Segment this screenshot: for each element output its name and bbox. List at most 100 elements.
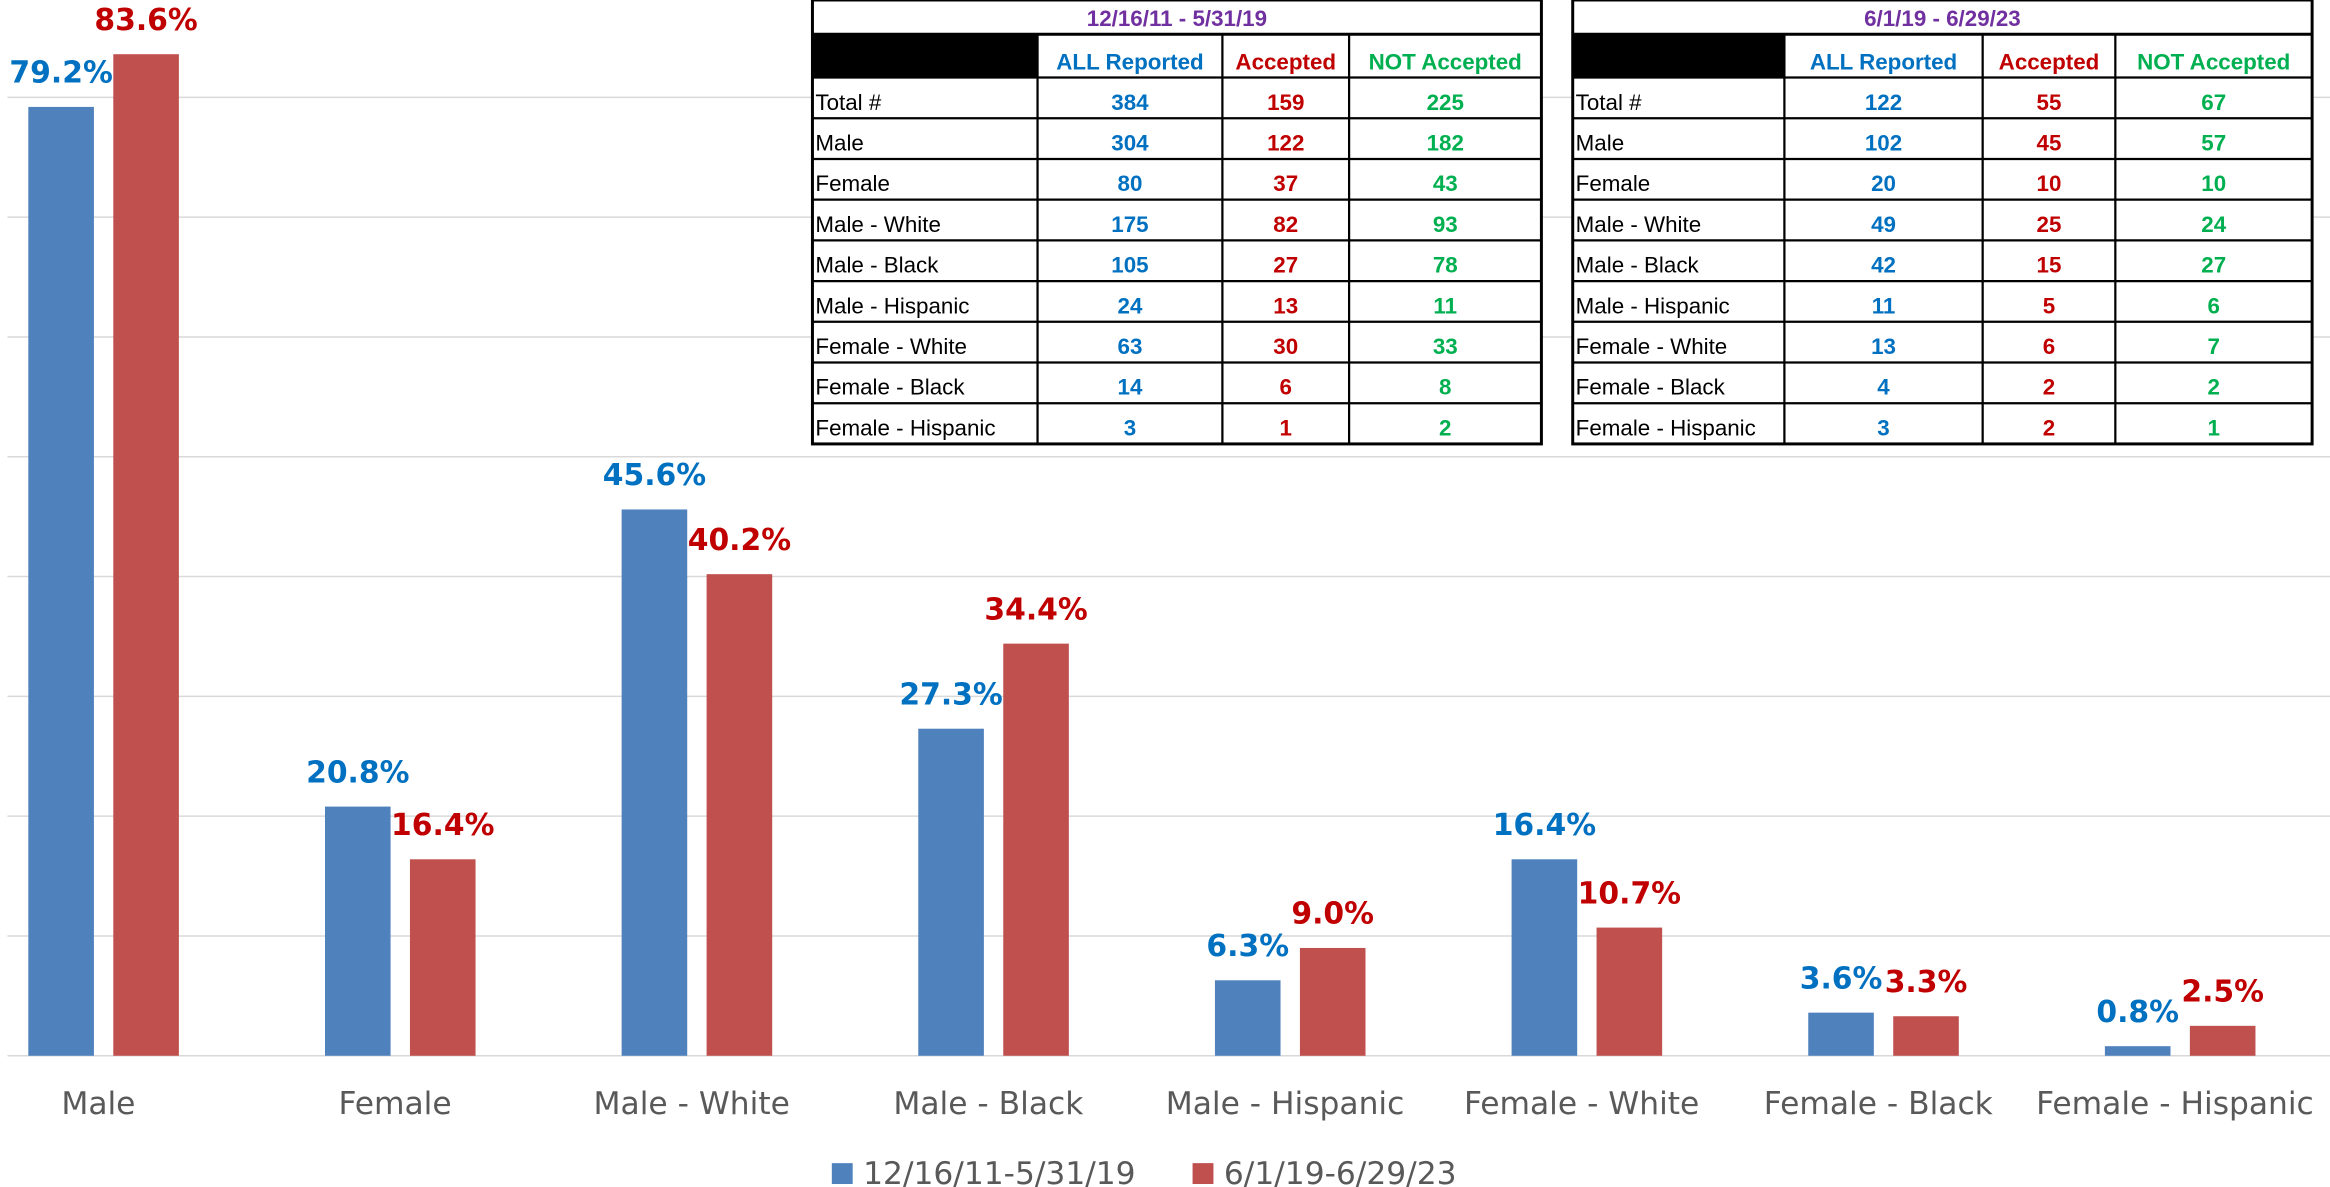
table-cell: 8 <box>1439 375 1451 400</box>
bar <box>28 106 94 1056</box>
table-cell: 43 <box>1433 171 1458 196</box>
bar <box>621 509 688 1056</box>
table-cell: 384 <box>1111 90 1149 115</box>
table-cell: 55 <box>2037 90 2062 115</box>
table-cell: 20 <box>1871 171 1896 196</box>
value-label: 45.6% <box>603 458 706 493</box>
table-cell: 7 <box>2208 334 2220 359</box>
table-cell: 2 <box>2208 375 2220 400</box>
row-label: Male - Black <box>815 253 939 278</box>
row-label: Female - White <box>1576 334 1728 359</box>
value-label: 83.6% <box>94 3 197 38</box>
row-label: Male - White <box>1576 212 1701 237</box>
bar <box>409 859 476 1056</box>
table-cell: 63 <box>1118 334 1143 359</box>
row-label: Female - Black <box>815 375 965 400</box>
table-cell: 25 <box>2037 212 2062 237</box>
table-cell: 13 <box>1871 334 1896 359</box>
table-header: Accepted <box>1999 49 2100 74</box>
table-header: NOT Accepted <box>1369 49 1522 74</box>
table-cell: 11 <box>1433 293 1457 318</box>
row-label: Male <box>1576 130 1624 155</box>
row-label: Female - Hispanic <box>1576 415 1756 440</box>
value-label: 16.4% <box>1493 808 1596 843</box>
table-cell: 10 <box>2201 171 2226 196</box>
table-cell: 11 <box>1872 293 1896 318</box>
table-cell: 78 <box>1433 253 1458 278</box>
table-cell: 2 <box>2043 415 2055 440</box>
table-title: 6/1/19 - 6/29/23 <box>1864 6 2021 31</box>
bar <box>1808 1012 1874 1056</box>
bar <box>2104 1046 2171 1056</box>
table-cell: 225 <box>1427 90 1464 115</box>
value-label: 2.5% <box>2181 975 2264 1010</box>
value-label: 34.4% <box>984 592 1087 627</box>
table-cell: 80 <box>1118 171 1143 196</box>
value-label: 6.3% <box>1206 929 1289 964</box>
table-cell: 30 <box>1273 334 1298 359</box>
x-tick-label: Male - Black <box>893 1086 1084 1122</box>
x-tick-label: Female - White <box>1464 1086 1699 1122</box>
value-label: 27.3% <box>899 677 1002 712</box>
bar <box>2189 1025 2256 1056</box>
table-cell: 1 <box>2208 415 2220 440</box>
table-cell: 122 <box>1865 90 1902 115</box>
table-cell: 6 <box>2043 334 2055 359</box>
bar <box>1214 980 1281 1056</box>
x-tick-label: Female - Hispanic <box>2036 1086 2314 1122</box>
row-label: Male - Black <box>1576 253 1700 278</box>
table-cell: 49 <box>1871 212 1896 237</box>
table-cell: 13 <box>1273 293 1298 318</box>
table-cell: 122 <box>1267 130 1304 155</box>
table-cell: 3 <box>1877 415 1889 440</box>
table-cell: 5 <box>2043 293 2055 318</box>
table-cell: 182 <box>1427 130 1464 155</box>
table-title: 12/16/11 - 5/31/19 <box>1087 6 1267 31</box>
value-label: 0.8% <box>2096 995 2179 1030</box>
table-cell: 27 <box>2201 253 2226 278</box>
value-label: 3.6% <box>1800 961 1883 996</box>
table-cell: 6 <box>2208 293 2220 318</box>
legend-swatch <box>831 1163 853 1185</box>
table-cell: 4 <box>1877 375 1890 400</box>
value-label: 40.2% <box>688 523 791 558</box>
legend-label: 6/1/19-6/29/23 <box>1224 1156 1457 1187</box>
table-cell: 42 <box>1871 253 1896 278</box>
x-tick-label: Female - Black <box>1764 1086 1994 1122</box>
header-black <box>812 34 1038 78</box>
row-label: Male - White <box>815 212 940 237</box>
row-label: Male <box>815 130 863 155</box>
value-label: 20.8% <box>306 755 409 790</box>
row-label: Total # <box>815 90 881 115</box>
row-label: Male - Hispanic <box>815 293 969 318</box>
table-cell: 102 <box>1865 130 1902 155</box>
table-header: ALL Reported <box>1810 49 1957 74</box>
bar <box>918 728 984 1056</box>
value-label: 16.4% <box>391 808 494 843</box>
value-label: 3.3% <box>1885 965 1968 1000</box>
table-cell: 37 <box>1273 171 1298 196</box>
header-black <box>1572 34 1785 78</box>
table-cell: 27 <box>1273 253 1298 278</box>
x-tick-label: Male - White <box>594 1086 790 1122</box>
x-tick-label: Male <box>61 1086 135 1122</box>
table-header: Accepted <box>1235 49 1336 74</box>
row-label: Female <box>815 171 890 196</box>
row-label: Female - White <box>815 334 967 359</box>
table-cell: 33 <box>1433 334 1458 359</box>
bar <box>1299 947 1366 1056</box>
bar <box>1511 859 1578 1056</box>
table-cell: 2 <box>1439 415 1451 440</box>
row-label: Female - Hispanic <box>815 415 995 440</box>
table-header: NOT Accepted <box>2137 49 2290 74</box>
table-cell: 3 <box>1124 415 1136 440</box>
x-tick-label: Female <box>338 1086 451 1122</box>
table-cell: 82 <box>1273 212 1298 237</box>
table-cell: 105 <box>1111 253 1148 278</box>
row-label: Total # <box>1576 90 1642 115</box>
table-cell: 2 <box>2043 375 2055 400</box>
table-cell: 10 <box>2037 171 2062 196</box>
table-cell: 6 <box>1280 375 1292 400</box>
row-label: Female - Black <box>1576 375 1726 400</box>
